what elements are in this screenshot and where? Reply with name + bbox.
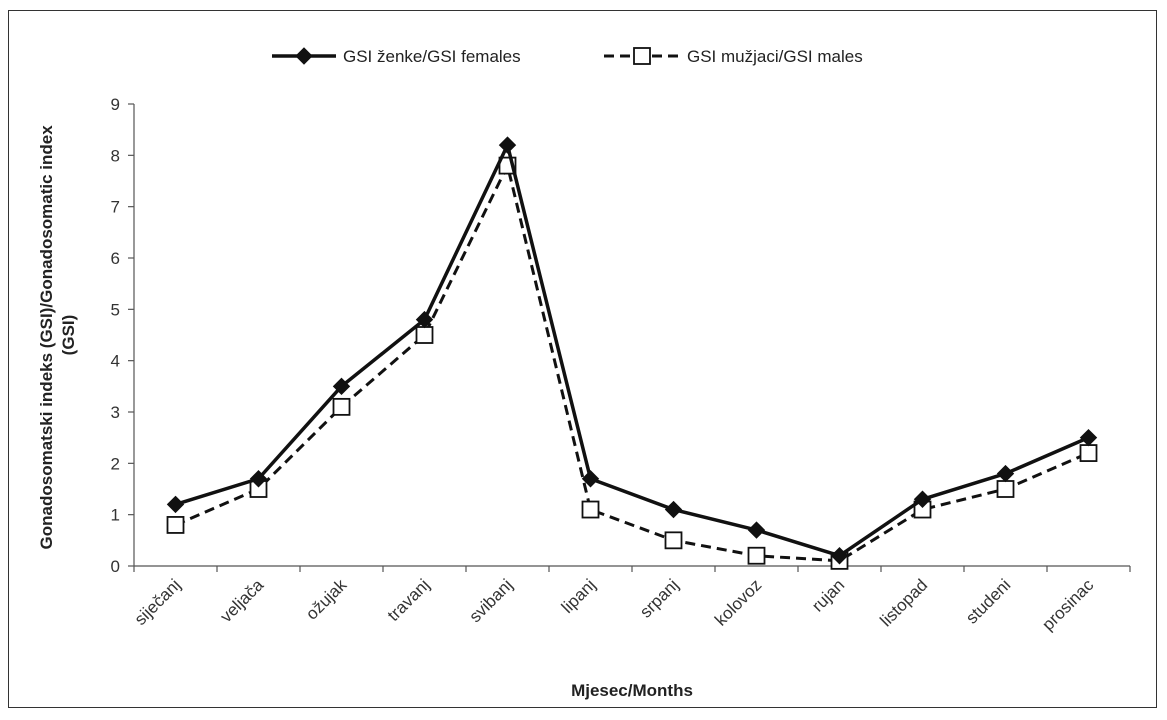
y-tick-label: 1 [111,506,120,525]
point-females [664,500,683,519]
y-tick-label: 9 [111,95,120,114]
y-tick-label: 3 [111,403,120,422]
point-males [1079,444,1098,462]
x-tick-label: kolovoz [711,575,765,629]
x-tick-label: siječanj [131,575,185,629]
point-males [996,480,1015,498]
axes [128,103,1131,572]
y-tick-labels: 0 1 2 3 4 5 6 7 8 9 [111,95,120,576]
point-females [415,310,434,329]
y-tick-label: 6 [111,249,120,268]
chart-frame [8,10,1157,708]
x-tick-label: ožujak [302,575,351,624]
legend: GSI ženke/GSI females GSI mužjaci/GSI ma… [272,47,863,66]
x-tick-label: studeni [962,575,1014,627]
legend-square-marker [633,47,651,65]
point-males [415,326,434,344]
point-females [913,490,932,508]
y-tick-label: 0 [111,557,120,576]
y-axis-title-line-1: Gonadosomatski indeks (GSI)/Gonadosomati… [37,125,56,550]
series-layer [166,136,1098,570]
legend-label-males: GSI mužjaci/GSI males [687,47,863,66]
point-males [166,516,185,534]
x-tick-label: svibanj [465,575,516,626]
y-tick-label: 5 [111,300,120,319]
legend-marker-males [633,47,651,65]
y-tick-label: 7 [111,198,120,217]
point-females [747,521,766,539]
line-males [174,164,1090,563]
point-males [332,397,351,416]
x-tick-label: rujan [808,575,848,615]
x-tick-label: lipanj [558,575,600,617]
point-females [249,470,268,488]
point-females [1079,428,1098,447]
point-females [498,136,517,154]
x-tick-label: veljača [216,575,267,626]
x-tick-labels: siječanj veljača ožujak travanj svibanj lipan… [131,575,1098,634]
point-females [830,547,849,565]
point-males [581,500,600,519]
line-females [174,143,1090,558]
x-tick-label: listopad [876,575,931,630]
x-tick-label: srpanj [636,575,682,621]
legend-label-females: GSI ženke/GSI females [343,47,521,66]
series-males [166,156,1098,570]
point-females [332,377,351,396]
y-tick-label: 8 [111,146,120,165]
point-males [664,531,683,550]
point-females [996,464,1015,483]
y-tick-label: 2 [111,454,120,473]
legend-diamond-marker [295,47,313,65]
x-tick-label: travanj [384,575,434,625]
point-males [747,546,766,565]
point-females [581,470,600,488]
y-tick-label: 4 [111,352,120,371]
point-females [166,495,185,514]
y-axis-title-line-2: (GSI) [59,315,78,356]
series-females [166,136,1098,565]
x-tick-label: prosinac [1038,575,1097,634]
legend-marker-females [295,47,313,65]
x-axis-title: Mjesec/Months [571,681,693,700]
y-axis-title: Gonadosomatski indeks (GSI)/Gonadosomati… [37,121,78,550]
